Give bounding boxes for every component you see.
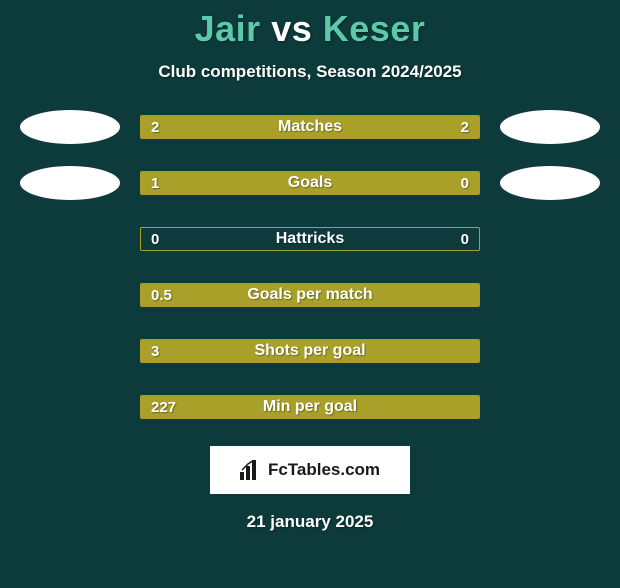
player2-avatar	[500, 166, 600, 200]
stat-bar: 22Matches	[140, 115, 480, 139]
stat-row: 0 0Hattricks	[0, 222, 620, 256]
avatar-spacer	[500, 278, 600, 312]
stat-row: 227Min per goal	[0, 390, 620, 424]
avatar-spacer	[20, 334, 120, 368]
bar-fill-right	[310, 116, 479, 138]
bar-fill-left	[141, 116, 310, 138]
stat-row: 3Shots per goal	[0, 334, 620, 368]
stat-bar: 0 0Hattricks	[140, 227, 480, 251]
stat-label: Hattricks	[141, 228, 479, 250]
stat-row: 0.5Goals per match	[0, 278, 620, 312]
bar-fill-right	[401, 172, 479, 194]
avatar-spacer	[500, 222, 600, 256]
footer-logo-text: FcTables.com	[268, 460, 380, 480]
stat-row: 22Matches	[0, 110, 620, 144]
avatar-spacer	[20, 278, 120, 312]
stat-row: 10Goals	[0, 166, 620, 200]
bar-fill-left	[141, 172, 401, 194]
avatar-spacer	[500, 334, 600, 368]
title-player2: Keser	[323, 8, 426, 49]
stat-bar: 10Goals	[140, 171, 480, 195]
avatar-spacer	[500, 390, 600, 424]
avatar-spacer	[20, 390, 120, 424]
bar-fill-left	[141, 340, 479, 362]
player1-avatar	[20, 110, 120, 144]
bar-fill-left	[141, 396, 479, 418]
stat-bar: 227Min per goal	[140, 395, 480, 419]
stat-value-right: 0	[461, 228, 469, 250]
avatar-spacer	[20, 222, 120, 256]
subtitle: Club competitions, Season 2024/2025	[0, 62, 620, 82]
page-title: Jair vs Keser	[0, 8, 620, 50]
player2-avatar	[500, 110, 600, 144]
stat-bar: 0.5Goals per match	[140, 283, 480, 307]
title-vs: vs	[271, 8, 312, 49]
stat-bar: 3Shots per goal	[140, 339, 480, 363]
stat-value-left: 0	[151, 228, 159, 250]
player1-avatar	[20, 166, 120, 200]
chart-icon	[240, 460, 262, 480]
title-player1: Jair	[195, 8, 261, 49]
footer-date: 21 january 2025	[0, 512, 620, 532]
stats-rows: 22Matches 10Goals 0 0Hattricks 0.5Goals per …	[0, 110, 620, 424]
footer-logo: FcTables.com	[210, 446, 410, 494]
bar-fill-left	[141, 284, 479, 306]
